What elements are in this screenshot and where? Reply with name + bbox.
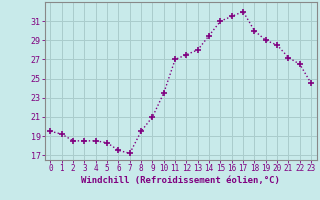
X-axis label: Windchill (Refroidissement éolien,°C): Windchill (Refroidissement éolien,°C) [81, 176, 280, 185]
